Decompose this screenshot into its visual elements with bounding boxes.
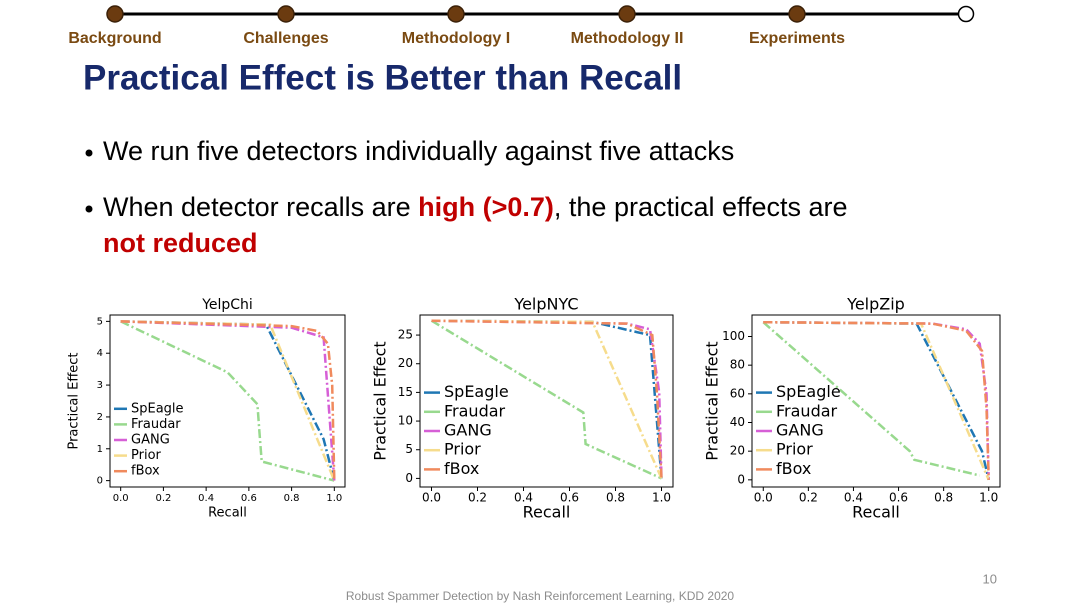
x-tick-label: 0.0 — [422, 491, 441, 505]
nav-label: Methodology I — [402, 30, 510, 47]
nav-dot — [788, 5, 806, 23]
bullet-emphasis: not reduced — [103, 228, 258, 258]
y-tick-label: 4 — [97, 348, 103, 359]
x-tick-label: 0.2 — [799, 491, 818, 505]
series-line — [763, 320, 990, 480]
y-tick-label: 0 — [97, 476, 103, 487]
bullet-text: When detector recalls are high (>0.7), t… — [103, 192, 848, 222]
y-tick-label: 5 — [405, 442, 413, 456]
x-tick-label: 1.0 — [979, 491, 998, 505]
legend-label: fBox — [131, 464, 160, 479]
y-tick-label: 0 — [405, 471, 413, 485]
plot-frame — [751, 314, 1001, 488]
y-tick-label: 15 — [398, 385, 413, 399]
x-tick-label: 1.0 — [326, 493, 342, 504]
x-tick-label: 0.4 — [844, 491, 863, 505]
y-tick-label: 20 — [730, 444, 745, 458]
legend-label: fBox — [776, 459, 811, 478]
legend-label: Fraudar — [131, 417, 181, 432]
x-tick-label: 0.4 — [514, 491, 533, 505]
legend-label: Fraudar — [444, 401, 506, 420]
legend-label: Fraudar — [776, 401, 838, 420]
y-tick-label: 1 — [97, 444, 103, 455]
legend-label: GANG — [776, 421, 824, 440]
y-tick-label: 80 — [730, 358, 745, 372]
x-tick-label: 0.2 — [468, 491, 487, 505]
legend-label: SpEagle — [131, 401, 184, 416]
bullet-dot — [85, 149, 93, 157]
y-tick-label: 40 — [730, 415, 745, 429]
y-tick-label: 0 — [737, 472, 745, 486]
x-tick-label: 0.8 — [934, 491, 953, 505]
series-line — [431, 319, 663, 479]
legend-label: fBox — [444, 459, 479, 478]
bullet-segment: When detector recalls are — [103, 192, 418, 222]
nav-dot — [447, 5, 465, 23]
x-tick-label: 0.6 — [889, 491, 908, 505]
series-line — [430, 319, 663, 480]
bullet-emphasis: high (>0.7) — [418, 192, 554, 222]
y-tick-label: 25 — [398, 328, 413, 342]
footer: Robust Spammer Detection by Nash Reinfor… — [346, 589, 735, 603]
bullet-text: We run five detectors individually again… — [103, 136, 734, 166]
legend-label: Prior — [444, 440, 481, 459]
legend-label: GANG — [444, 421, 492, 440]
nav-dot — [277, 5, 295, 23]
legend-label: Prior — [131, 448, 162, 463]
x-tick-label: 0.0 — [113, 493, 129, 504]
x-tick-label: 0.0 — [754, 491, 773, 505]
legend-label: SpEagle — [776, 382, 841, 401]
nav-dot-current — [957, 5, 975, 23]
slide-title: Practical Effect is Better than Recall — [83, 58, 682, 97]
page-number: 10 — [983, 571, 997, 586]
y-axis-label: Practical Effect — [370, 341, 389, 460]
y-axis-label: Practical Effect — [67, 352, 82, 449]
bullet-dot — [85, 205, 93, 213]
legend-label: Prior — [776, 440, 813, 459]
y-axis-label: Practical Effect — [702, 341, 721, 460]
x-tick-label: 0.6 — [241, 493, 257, 504]
x-tick-label: 0.6 — [560, 491, 579, 505]
nav-label: Background — [68, 30, 161, 47]
series-line — [762, 321, 980, 477]
series-line — [120, 320, 335, 482]
legend-label: GANG — [131, 433, 170, 448]
nav-label: Challenges — [243, 30, 328, 47]
x-tick-label: 0.2 — [155, 493, 171, 504]
nav-dot — [618, 5, 636, 23]
chart-title: YelpChi — [201, 297, 253, 313]
y-tick-label: 5 — [97, 316, 103, 327]
bullet-text: not reduced — [103, 228, 258, 258]
x-tick-label: 1.0 — [652, 491, 671, 505]
nav-dot — [106, 5, 124, 23]
bullet-segment: , the practical effects are — [554, 192, 848, 222]
x-axis-label: Recall — [852, 503, 900, 522]
y-tick-label: 3 — [97, 380, 103, 391]
series-line — [431, 319, 663, 479]
y-tick-label: 2 — [97, 412, 103, 423]
series-line — [120, 320, 336, 481]
chart-title: YelpNYC — [513, 295, 578, 314]
x-tick-label: 0.4 — [198, 493, 214, 504]
plot-frame — [419, 314, 674, 488]
y-tick-label: 10 — [398, 414, 413, 428]
nav-label: Experiments — [749, 30, 845, 47]
nav-label: Methodology II — [571, 30, 684, 47]
y-tick-label: 20 — [398, 356, 413, 370]
bullet-segment: We run five detectors individually again… — [103, 136, 734, 166]
x-tick-label: 0.8 — [606, 491, 625, 505]
x-axis-label: Recall — [523, 503, 571, 522]
plot-frame — [109, 314, 346, 488]
legend-label: SpEagle — [444, 382, 509, 401]
x-axis-label: Recall — [208, 506, 247, 521]
chart-title: YelpZip — [846, 295, 905, 314]
x-tick-label: 0.8 — [284, 493, 300, 504]
y-tick-label: 60 — [730, 386, 745, 400]
y-tick-label: 100 — [722, 329, 745, 343]
